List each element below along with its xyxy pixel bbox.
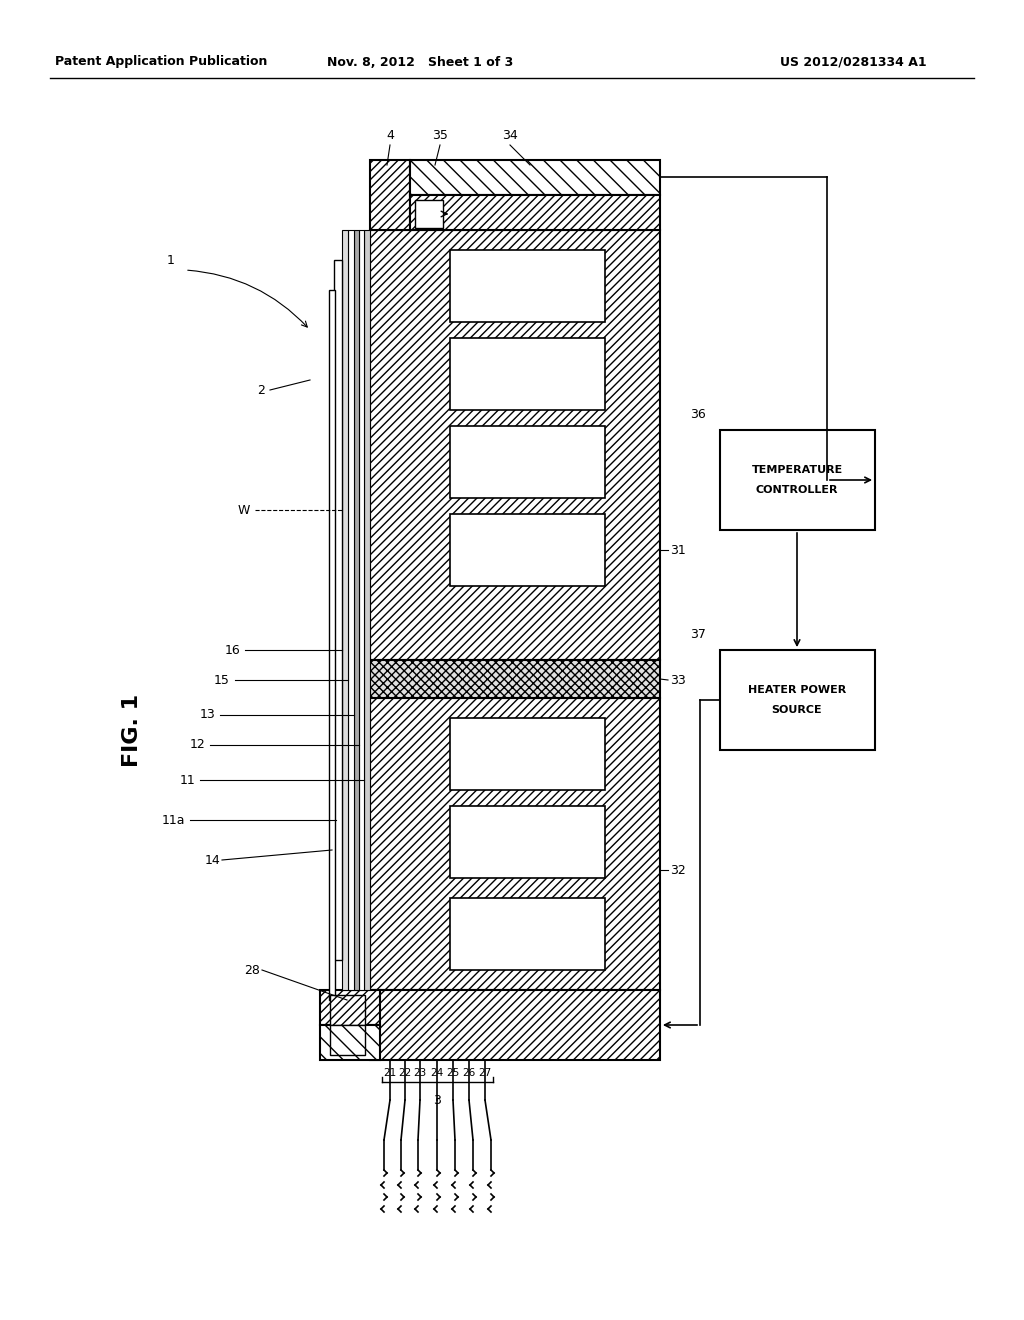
Text: 11a: 11a [162,813,185,826]
Text: 2: 2 [257,384,265,396]
Bar [319,1026,380,1060]
Bar [720,430,874,531]
Bar [370,160,410,230]
Text: 25: 25 [446,1068,460,1078]
Text: Nov. 8, 2012   Sheet 1 of 3: Nov. 8, 2012 Sheet 1 of 3 [327,55,513,69]
Text: 3: 3 [433,1094,441,1107]
Text: 37: 37 [690,628,706,642]
Bar [410,160,660,195]
Text: 4: 4 [386,129,394,143]
Bar [319,990,380,1026]
Bar [450,898,605,970]
Bar [354,230,359,990]
Bar [450,338,605,411]
Text: W: W [238,503,250,516]
Text: 22: 22 [398,1068,412,1078]
Text: 24: 24 [430,1068,443,1078]
Bar [330,995,365,1026]
Text: 32: 32 [670,863,686,876]
Text: 15: 15 [214,673,230,686]
Text: CONTROLLER: CONTROLLER [756,484,839,495]
Text: 11: 11 [179,774,195,787]
Text: 27: 27 [478,1068,492,1078]
Text: SOURCE: SOURCE [772,705,822,715]
Text: TEMPERATURE: TEMPERATURE [752,465,843,475]
Bar [330,1026,365,1055]
Text: 13: 13 [200,709,215,722]
Text: 16: 16 [224,644,240,656]
Text: 36: 36 [690,408,706,421]
Text: FIG. 1: FIG. 1 [122,693,142,767]
Bar [450,513,605,586]
Text: 23: 23 [414,1068,427,1078]
Text: 12: 12 [189,738,205,751]
Text: 31: 31 [670,544,686,557]
Text: 26: 26 [463,1068,475,1078]
Bar [415,201,443,228]
Text: 33: 33 [670,673,686,686]
Text: 21: 21 [383,1068,396,1078]
Text: 35: 35 [432,129,447,143]
Bar [334,260,342,960]
Bar [410,195,660,230]
Bar [370,990,660,1060]
Bar [450,249,605,322]
Text: US 2012/0281334 A1: US 2012/0281334 A1 [780,55,927,69]
Bar [370,230,660,660]
Text: 34: 34 [502,129,518,143]
Text: 1: 1 [167,253,175,267]
Bar [370,660,660,698]
Text: 28: 28 [244,964,260,977]
Bar [359,230,364,990]
Bar [342,230,348,990]
Bar [450,426,605,498]
Bar [329,290,335,1001]
Bar [370,698,660,990]
Text: 14: 14 [204,854,220,866]
Text: HEATER POWER: HEATER POWER [748,685,846,696]
Bar [364,230,370,990]
Bar [450,718,605,789]
Bar [450,807,605,878]
Bar [348,230,354,990]
Bar [720,649,874,750]
Text: Patent Application Publication: Patent Application Publication [55,55,267,69]
